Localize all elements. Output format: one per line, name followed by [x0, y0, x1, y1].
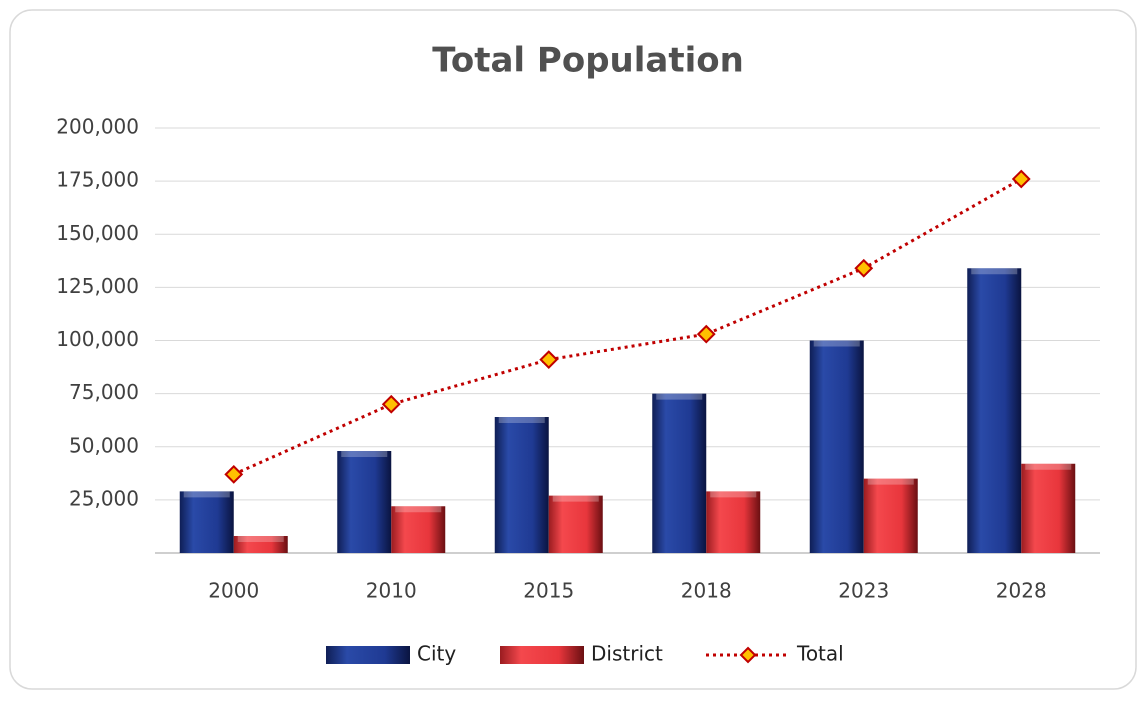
bar-group — [863, 478, 918, 553]
legend-label: Total — [796, 642, 844, 666]
bar — [179, 491, 234, 553]
bar — [706, 491, 761, 553]
bar-group — [967, 268, 1022, 553]
bar-bevel — [183, 491, 230, 498]
x-tick-label: 2018 — [681, 579, 732, 603]
bar-group — [706, 491, 761, 553]
legend-item: City — [326, 642, 456, 666]
bar — [1021, 463, 1076, 553]
bar-group — [1021, 463, 1076, 553]
bar — [494, 417, 549, 553]
x-tick-label: 2000 — [208, 579, 259, 603]
legend-item: Total — [706, 642, 844, 666]
bar-bevel — [1025, 463, 1072, 470]
bar-group — [809, 340, 864, 553]
bar-bevel — [971, 268, 1018, 275]
line-marker — [854, 258, 874, 278]
legend-label: City — [417, 642, 456, 666]
bar — [809, 340, 864, 553]
bar-bevel — [552, 495, 599, 502]
y-tick-label: 200,000 — [56, 115, 139, 139]
y-tick-label: 100,000 — [56, 327, 139, 351]
y-tick-label: 75,000 — [69, 380, 139, 404]
bar-bevel — [498, 417, 545, 423]
x-tick-label: 2015 — [523, 579, 574, 603]
bar-group — [652, 393, 707, 553]
x-tick-label: 2028 — [996, 579, 1047, 603]
x-tick-label: 2023 — [838, 579, 889, 603]
bar-bevel — [656, 393, 703, 400]
line-marker — [381, 394, 401, 414]
bar-group — [337, 451, 392, 553]
bar — [967, 268, 1022, 553]
bar-group — [391, 506, 446, 553]
legend-swatch — [326, 646, 410, 664]
bar — [652, 393, 707, 553]
bar — [548, 495, 603, 553]
y-tick-label: 50,000 — [69, 433, 139, 457]
bar — [863, 478, 918, 553]
bar-group — [548, 495, 603, 553]
bar-bevel — [867, 478, 914, 485]
bar-group — [179, 491, 234, 553]
bar-bevel — [813, 340, 860, 347]
bar — [233, 536, 288, 553]
bar-bevel — [395, 506, 442, 513]
chart-title: Total Population — [432, 41, 744, 81]
y-tick-label: 25,000 — [69, 486, 139, 510]
legend-swatch — [500, 646, 584, 664]
bar-group — [233, 536, 288, 553]
legend-item: District — [500, 642, 663, 666]
bar — [391, 506, 446, 553]
bar-group — [494, 417, 549, 553]
bar-bevel — [237, 536, 284, 542]
x-tick-label: 2010 — [366, 579, 417, 603]
y-tick-label: 175,000 — [56, 168, 139, 192]
line — [233, 177, 1022, 476]
y-tick-label: 125,000 — [56, 274, 139, 298]
bar — [337, 451, 392, 553]
y-tick-label: 150,000 — [56, 221, 139, 245]
line-marker — [1011, 169, 1031, 189]
bar-bevel — [341, 451, 388, 457]
line-marker — [539, 350, 559, 370]
line-marker — [224, 464, 244, 484]
legend-marker — [739, 646, 757, 664]
legend-label: District — [591, 642, 663, 666]
line-marker — [696, 324, 716, 344]
bar-bevel — [710, 491, 757, 498]
